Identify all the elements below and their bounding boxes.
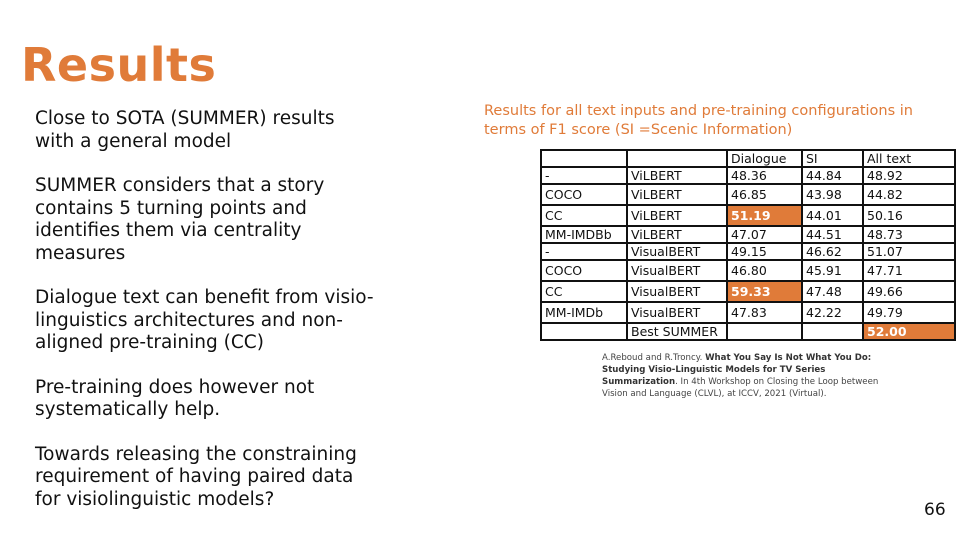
- bullet-item: Dialogue text can benefit from visio-lin…: [35, 287, 374, 353]
- table-cell: -: [540, 242, 628, 261]
- table-cell: 48.36: [726, 166, 803, 185]
- table-cell: ViLBERT: [626, 225, 728, 244]
- table-cell: 49.15: [726, 242, 803, 261]
- slide-title: Results: [21, 38, 217, 92]
- table-cell: 50.16: [862, 204, 956, 227]
- header-cell: [626, 149, 728, 168]
- table-cell: 43.98: [801, 183, 864, 206]
- table-cell: 46.85: [726, 183, 803, 206]
- table-cell: COCO: [540, 259, 628, 282]
- table-cell: 44.82: [862, 183, 956, 206]
- results-table: Dialogue SI All text - ViLBERT 48.36 44.…: [540, 149, 956, 341]
- reference-authors: A.Reboud and R.Troncy.: [602, 353, 703, 363]
- table-row: - VisualBERT 49.15 46.62 51.07: [540, 242, 956, 261]
- table-cell: VisualBERT: [626, 242, 728, 261]
- highlighted-cell: 52.00: [862, 322, 956, 341]
- table-cell: 47.48: [801, 280, 864, 303]
- bullet-item: SUMMER considers that a story contains 5…: [35, 175, 325, 264]
- table-cell: 45.91: [801, 259, 864, 282]
- table-cell: 46.80: [726, 259, 803, 282]
- table-cell: 47.83: [726, 301, 803, 324]
- table-cell: VisualBERT: [626, 280, 728, 303]
- table-row: - ViLBERT 48.36 44.84 48.92: [540, 166, 956, 185]
- table-row: CC VisualBERT 59.33 47.48 49.66: [540, 280, 956, 303]
- table-cell: MM-IMDBb: [540, 225, 628, 244]
- table-cell: Best SUMMER: [626, 322, 728, 341]
- table-cell: COCO: [540, 183, 628, 206]
- reference-citation: A.Reboud and R.Troncy. What You Say Is N…: [602, 352, 902, 400]
- highlighted-cell: 59.33: [726, 280, 803, 303]
- header-cell: All text: [862, 149, 956, 168]
- table-cell: 49.66: [862, 280, 956, 303]
- table-row: MM-IMDBb ViLBERT 47.07 44.51 48.73: [540, 225, 956, 244]
- table-cell: 49.79: [862, 301, 956, 324]
- table-row: MM-IMDb VisualBERT 47.83 42.22 49.79: [540, 301, 956, 324]
- table-row: Best SUMMER 52.00: [540, 322, 956, 341]
- table-cell: 48.73: [862, 225, 956, 244]
- table-cell: [801, 322, 864, 341]
- reference-venue: . In 4th Workshop on Closing the Loop be…: [602, 377, 879, 399]
- table-cell: MM-IMDb: [540, 301, 628, 324]
- bullet-item: Pre-training does however not systematic…: [35, 376, 315, 421]
- table-cell: CC: [540, 204, 628, 227]
- table-row: CC ViLBERT 51.19 44.01 50.16: [540, 204, 956, 227]
- table-cell: 44.84: [801, 166, 864, 185]
- table-cell: -: [540, 166, 628, 185]
- table-cell: [540, 322, 628, 341]
- table-row: COCO ViLBERT 46.85 43.98 44.82: [540, 183, 956, 206]
- header-cell: SI: [801, 149, 864, 168]
- table-cell: ViLBERT: [626, 166, 728, 185]
- table-cell: 44.01: [801, 204, 864, 227]
- bullet-list: Close to SOTA (SUMMER) results with a ge…: [35, 108, 375, 533]
- table-cell: 42.22: [801, 301, 864, 324]
- table-cell: 46.62: [801, 242, 864, 261]
- page-number: 66: [924, 500, 946, 520]
- table-cell: CC: [540, 280, 628, 303]
- reference-paper-title: What You Say Is Not What You Do: Studyin…: [602, 353, 872, 387]
- table-cell: 51.07: [862, 242, 956, 261]
- highlighted-cell: 51.19: [726, 204, 803, 227]
- table-header-row: Dialogue SI All text: [540, 149, 956, 168]
- table-cell: ViLBERT: [626, 183, 728, 206]
- table-caption: Results for all text inputs and pre-trai…: [484, 103, 913, 138]
- bullet-item: Towards releasing the constraining requi…: [35, 443, 357, 510]
- table-cell: 47.71: [862, 259, 956, 282]
- table-row: COCO VisualBERT 46.80 45.91 47.71: [540, 259, 956, 282]
- bullet-item: Close to SOTA (SUMMER) results with a ge…: [35, 108, 335, 152]
- table-cell: 44.51: [801, 225, 864, 244]
- table-cell: [726, 322, 803, 341]
- header-cell: [540, 149, 628, 168]
- table-cell: 47.07: [726, 225, 803, 244]
- table-cell: 48.92: [862, 166, 956, 185]
- table-cell: ViLBERT: [626, 204, 728, 227]
- header-cell: Dialogue: [726, 149, 803, 168]
- table-cell: VisualBERT: [626, 259, 728, 282]
- table-cell: VisualBERT: [626, 301, 728, 324]
